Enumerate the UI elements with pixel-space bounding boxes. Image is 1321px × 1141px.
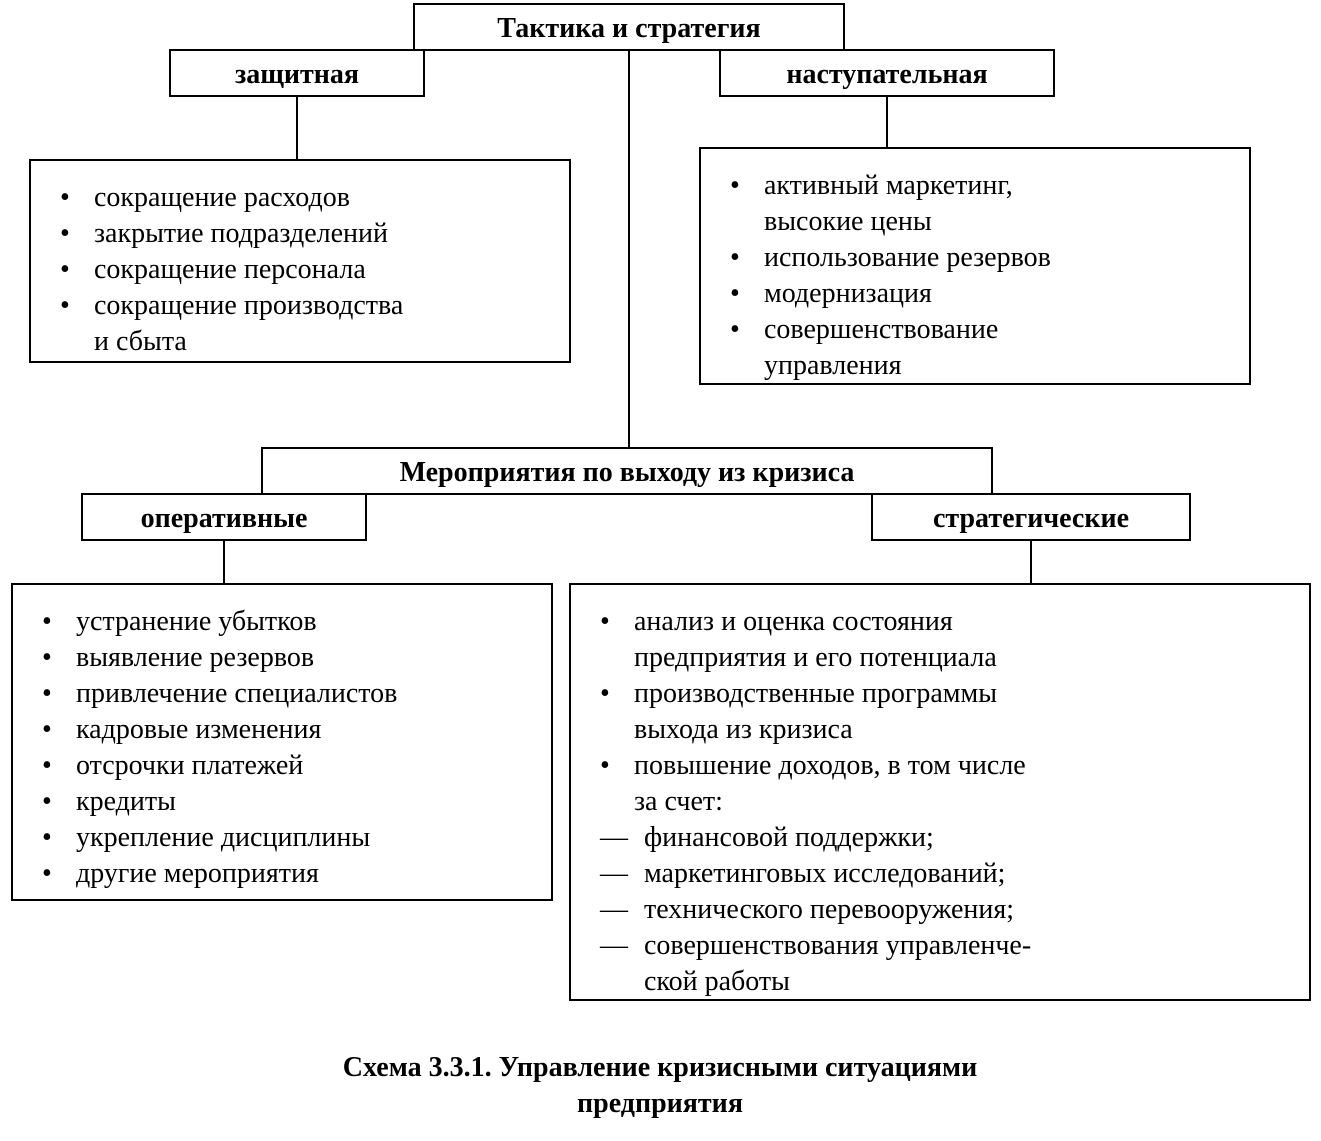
dash-text: финансовой поддержки;	[644, 822, 934, 853]
dash-mark: —	[599, 822, 629, 853]
bullet-text: привлечение специалистов	[76, 678, 397, 709]
node-operative: оперативные	[82, 494, 366, 540]
bullet-mark: •	[60, 254, 70, 285]
bullet-mark: •	[600, 678, 610, 709]
node-off_list: •активный маркетинг,высокие цены•использ…	[700, 148, 1250, 384]
bullet-mark: •	[42, 858, 52, 889]
bullet-mark: •	[730, 170, 740, 201]
bullet-text: сокращение персонала	[94, 254, 366, 285]
bullet-text: укрепление дисциплины	[76, 822, 370, 853]
bullet-mark: •	[42, 750, 52, 781]
bullet-text: устранение убытков	[76, 606, 317, 637]
node-offensive: наступательная	[720, 50, 1054, 96]
node-label: Тактика и стратегия	[497, 13, 760, 44]
node-label: Мероприятия по выходу из кризиса	[400, 457, 855, 488]
node-op_list: • устранение убытков • выявление резервов • п…	[12, 584, 552, 900]
dash-mark: —	[599, 894, 629, 925]
bullet-text: другие мероприятия	[76, 858, 319, 889]
node-def_list: • сокращение расходов • закрытие подразделе…	[30, 160, 570, 362]
bullet-mark: •	[600, 606, 610, 637]
bullet-mark: •	[60, 182, 70, 213]
bullet-mark: •	[42, 678, 52, 709]
figure-caption: Схема 3.3.1. Управление кризисными ситуа…	[343, 1052, 977, 1119]
bullet-mark: •	[42, 642, 52, 673]
node-label: стратегические	[933, 503, 1129, 534]
dash-text: маркетинговых исследований;	[644, 858, 1005, 889]
bullet-mark: •	[600, 750, 610, 781]
bullet-mark: •	[60, 290, 70, 321]
node-defensive: защитная	[170, 50, 424, 96]
bullet-mark: •	[730, 314, 740, 345]
dash-mark: —	[599, 930, 629, 961]
bullet-text: закрытие подразделений	[94, 218, 388, 249]
node-strategic: стратегические	[872, 494, 1190, 540]
bullet-mark: •	[60, 218, 70, 249]
dash-text: технического перевооружения;	[644, 894, 1014, 925]
node-str_list: •анализ и оценка состоянияпредприятия и …	[570, 584, 1310, 1000]
bullet-text: сокращение расходов	[94, 182, 350, 213]
bullet-mark: •	[730, 278, 740, 309]
dash-mark: —	[599, 858, 629, 889]
node-label: оперативные	[141, 503, 308, 534]
node-label: наступательная	[786, 59, 987, 90]
node-title1: Тактика и стратегия	[414, 4, 844, 50]
bullet-text: отсрочки платежей	[76, 750, 303, 781]
bullet-text: выявление резервов	[76, 642, 314, 673]
node-label: защитная	[235, 59, 359, 90]
bullet-text: модернизация	[764, 278, 932, 309]
node-title2: Мероприятия по выходу из кризиса	[262, 448, 992, 494]
bullet-text: использование резервов	[764, 242, 1051, 273]
bullet-text: кредиты	[76, 786, 176, 817]
bullet-mark: •	[42, 822, 52, 853]
bullet-mark: •	[42, 786, 52, 817]
bullet-text: кадровые изменения	[76, 714, 321, 745]
bullet-mark: •	[42, 606, 52, 637]
bullet-mark: •	[42, 714, 52, 745]
bullet-mark: •	[730, 242, 740, 273]
